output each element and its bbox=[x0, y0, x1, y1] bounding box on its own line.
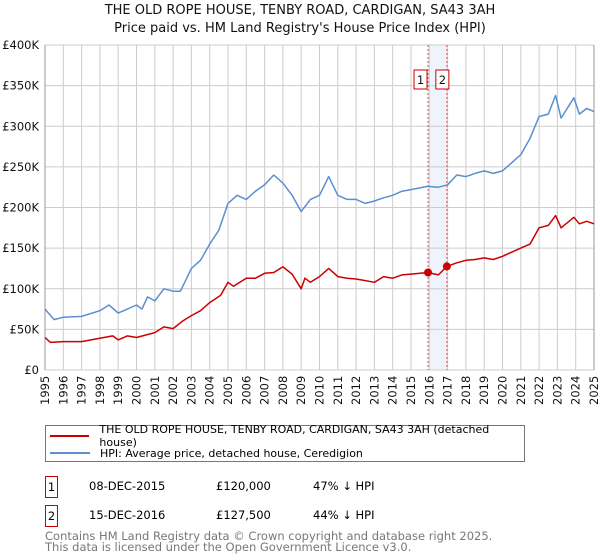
x-tick-label: 2011 bbox=[331, 376, 345, 405]
x-tick-label: 2003 bbox=[184, 376, 198, 405]
x-tick-label: 2025 bbox=[587, 376, 600, 405]
x-tick-label: 2008 bbox=[276, 376, 290, 405]
x-tick-label: 2013 bbox=[367, 376, 381, 405]
x-tick-label: 2017 bbox=[441, 376, 455, 405]
chart-title: THE OLD ROPE HOUSE, TENBY ROAD, CARDIGAN… bbox=[104, 3, 496, 18]
x-tick-label: 2002 bbox=[166, 376, 180, 405]
chart-subtitle: Price paid vs. HM Land Registry's House … bbox=[114, 21, 486, 36]
y-tick-label: £150K bbox=[2, 241, 39, 255]
x-tick-label: 2007 bbox=[258, 376, 272, 405]
x-tick-label: 2009 bbox=[294, 376, 308, 405]
y-tick-label: £250K bbox=[2, 160, 39, 174]
sale-hpi-diff: 44% ↓ HPI bbox=[313, 508, 375, 522]
legend: THE OLD ROPE HOUSE, TENBY ROAD, CARDIGAN… bbox=[45, 423, 525, 462]
sale-point bbox=[442, 262, 451, 271]
footer-licence: This data is licensed under the Open Gov… bbox=[45, 540, 412, 554]
x-tick-label: 2006 bbox=[239, 376, 253, 405]
legend-swatch-blue bbox=[50, 452, 90, 454]
sale-label-border bbox=[413, 69, 428, 90]
y-tick-label: £50K bbox=[10, 322, 40, 336]
sale-label-text: 1 bbox=[417, 73, 424, 87]
x-tick-label: 2000 bbox=[130, 376, 144, 405]
x-tick-label: 1998 bbox=[93, 376, 107, 405]
sale-label-box: 1 bbox=[413, 69, 428, 90]
x-tick-label: 2023 bbox=[550, 376, 564, 405]
x-tick-label: 2004 bbox=[203, 376, 217, 405]
x-tick-label: 2014 bbox=[386, 376, 400, 405]
x-tick-label: 2001 bbox=[148, 376, 162, 405]
x-tick-label: 1999 bbox=[111, 376, 125, 405]
sale-label-box: 2 bbox=[435, 69, 450, 90]
sale-date: 08-DEC-2015 bbox=[89, 479, 166, 493]
legend-swatch-red bbox=[50, 435, 90, 437]
hpi-line bbox=[44, 94, 595, 321]
y-tick-label: £400K bbox=[2, 38, 39, 52]
x-tick-label: 1996 bbox=[56, 376, 70, 405]
property-price-line bbox=[44, 214, 595, 344]
sale-hpi-diff: 47% ↓ HPI bbox=[313, 479, 375, 493]
sale-price: £127,500 bbox=[216, 508, 271, 522]
sale-badge: 2 bbox=[45, 505, 58, 527]
x-tick-label: 1997 bbox=[75, 376, 89, 405]
x-tick-label: 2012 bbox=[349, 376, 363, 405]
x-tick-label: 2015 bbox=[404, 376, 418, 405]
x-tick-label: 2019 bbox=[477, 376, 491, 405]
legend-label: THE OLD ROPE HOUSE, TENBY ROAD, CARDIGAN… bbox=[99, 423, 490, 449]
plot-area: 1995 1996 1997 1998 1999 2000 2001 2002 2003 2004… bbox=[2, 38, 600, 405]
sale-point bbox=[424, 268, 433, 277]
x-tick-label: 2024 bbox=[569, 376, 583, 405]
x-tick-label: 2020 bbox=[496, 376, 510, 405]
x-tick-label: 2005 bbox=[221, 376, 235, 405]
sale-label-text: 2 bbox=[439, 73, 446, 87]
legend-item-hpi: HPI: Average price, detached house, Cere… bbox=[50, 446, 363, 460]
legend-item-property: THE OLD ROPE HOUSE, TENBY ROAD, CARDIGAN… bbox=[50, 423, 524, 449]
x-tick-label: 2018 bbox=[459, 376, 473, 405]
y-tick-label: £200K bbox=[2, 201, 39, 215]
x-tick-label: 2010 bbox=[313, 376, 327, 405]
sale-label-border bbox=[435, 69, 450, 90]
footer-copyright: Contains HM Land Registry data © Crown c… bbox=[45, 529, 493, 543]
y-tick-label: £350K bbox=[2, 79, 39, 93]
y-tick-label: £100K bbox=[2, 282, 39, 296]
y-tick-label: £300K bbox=[2, 119, 39, 133]
x-tick-label: 2021 bbox=[514, 376, 528, 405]
footer: Contains HM Land Registry data © Crown c… bbox=[45, 529, 493, 554]
x-tick-label: 2016 bbox=[422, 376, 436, 405]
y-tick-label: £0 bbox=[24, 363, 39, 377]
sale-price: £120,000 bbox=[216, 479, 271, 493]
sale-badge: 1 bbox=[45, 476, 58, 498]
legend-label: HPI: Average price, detached house, Cere… bbox=[100, 446, 363, 460]
sale-date: 15-DEC-2016 bbox=[89, 508, 166, 522]
x-tick-label: 2022 bbox=[532, 376, 546, 405]
x-tick-label: 1995 bbox=[38, 376, 52, 405]
